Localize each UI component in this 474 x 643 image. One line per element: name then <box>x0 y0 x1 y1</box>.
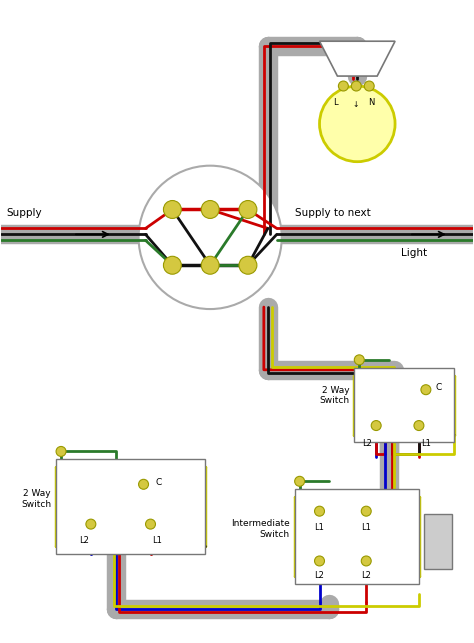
Circle shape <box>146 519 155 529</box>
Circle shape <box>338 81 348 91</box>
Circle shape <box>361 506 371 516</box>
Text: C: C <box>155 478 162 487</box>
Text: C: C <box>436 383 442 392</box>
Text: N: N <box>368 98 374 107</box>
Circle shape <box>315 556 325 566</box>
Circle shape <box>421 385 431 395</box>
FancyBboxPatch shape <box>424 514 452 569</box>
Circle shape <box>371 421 381 431</box>
FancyBboxPatch shape <box>295 489 419 584</box>
FancyBboxPatch shape <box>354 368 454 442</box>
Text: ↓: ↓ <box>352 100 358 109</box>
Text: L2: L2 <box>362 439 372 448</box>
Circle shape <box>239 257 257 274</box>
Text: L1: L1 <box>315 523 324 532</box>
Circle shape <box>164 257 182 274</box>
Text: L2: L2 <box>79 536 89 545</box>
Circle shape <box>319 86 395 161</box>
Text: 2 Way
Switch: 2 Way Switch <box>319 386 349 405</box>
Text: Supply to next: Supply to next <box>295 208 370 219</box>
Circle shape <box>164 201 182 219</box>
Circle shape <box>315 506 325 516</box>
FancyBboxPatch shape <box>56 459 205 554</box>
Circle shape <box>414 421 424 431</box>
Circle shape <box>354 355 364 365</box>
Circle shape <box>201 201 219 219</box>
Circle shape <box>86 519 96 529</box>
Text: L1: L1 <box>421 439 431 448</box>
Circle shape <box>138 479 148 489</box>
Text: Supply: Supply <box>6 208 42 219</box>
Circle shape <box>239 201 257 219</box>
Polygon shape <box>319 41 395 76</box>
Text: L1: L1 <box>153 536 163 545</box>
Circle shape <box>295 476 305 486</box>
Circle shape <box>56 446 66 457</box>
Circle shape <box>361 556 371 566</box>
Circle shape <box>201 257 219 274</box>
Text: L1: L1 <box>361 523 371 532</box>
Text: 2 Way
Switch: 2 Way Switch <box>21 489 51 509</box>
Text: Intermediate
Switch: Intermediate Switch <box>231 519 290 539</box>
Text: Light: Light <box>401 248 427 258</box>
Text: L: L <box>333 98 338 107</box>
Text: L2: L2 <box>315 571 324 580</box>
Circle shape <box>138 166 282 309</box>
Circle shape <box>364 81 374 91</box>
Text: L2: L2 <box>361 571 371 580</box>
Circle shape <box>351 81 361 91</box>
